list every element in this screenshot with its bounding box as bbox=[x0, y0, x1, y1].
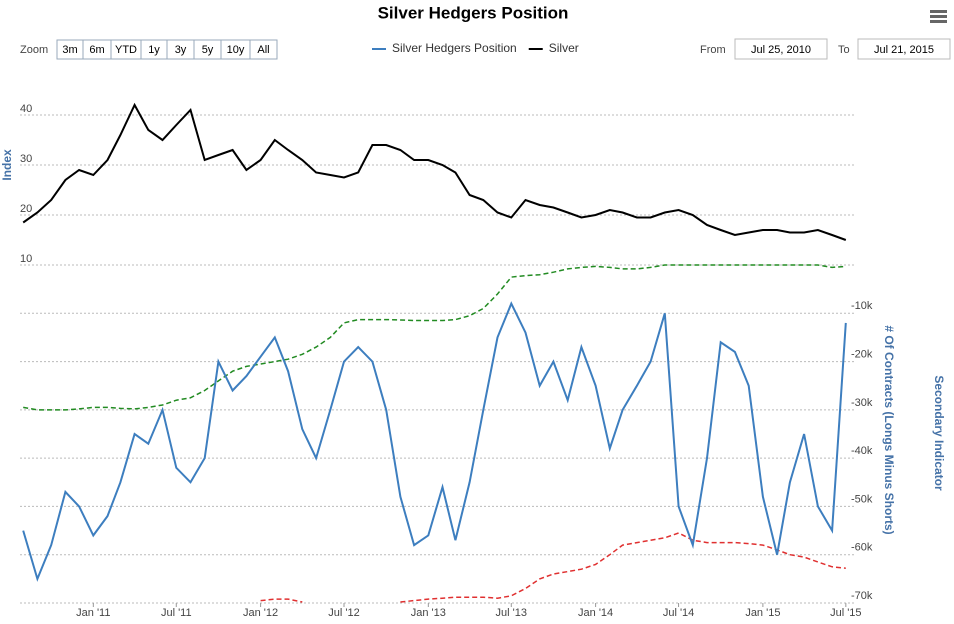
x-tick-label: Jan '13 bbox=[411, 607, 446, 619]
button-label[interactable]: 10y bbox=[227, 44, 245, 56]
button-label[interactable]: 6m bbox=[89, 44, 104, 56]
button-label[interactable]: 1y bbox=[148, 44, 160, 56]
y-tick-label: 20 bbox=[20, 203, 32, 215]
from-label: From bbox=[700, 44, 726, 56]
menu-bar[interactable] bbox=[930, 10, 947, 13]
series-line bbox=[23, 264, 846, 411]
y-tick-label: 30 bbox=[20, 153, 32, 165]
button-box[interactable] bbox=[249, 39, 278, 60]
to-input[interactable] bbox=[857, 38, 951, 60]
x-tick-label: Jul '11 bbox=[161, 607, 192, 619]
menu-bar[interactable] bbox=[930, 20, 947, 23]
button-label[interactable]: All bbox=[257, 44, 269, 56]
y2-tick-label: -40k bbox=[851, 445, 873, 457]
range-button[interactable]: 3m bbox=[56, 39, 84, 60]
series-line bbox=[260, 532, 846, 603]
zoom-label: Zoom bbox=[20, 44, 48, 56]
to-label: To bbox=[838, 44, 850, 56]
range-button[interactable]: 6m bbox=[82, 39, 112, 60]
button-label[interactable]: 3y bbox=[175, 44, 187, 56]
x-tick-label: Jan '12 bbox=[243, 607, 278, 619]
range-button[interactable]: YTD bbox=[110, 39, 142, 60]
series-line bbox=[22, 301, 847, 582]
button-label[interactable]: YTD bbox=[115, 44, 137, 56]
button-label[interactable]: 5y bbox=[202, 44, 214, 56]
menu-icon[interactable] bbox=[930, 10, 947, 23]
x-tick-label: Jan '15 bbox=[745, 607, 780, 619]
series-line bbox=[22, 102, 847, 241]
y-axis-title: Index bbox=[0, 149, 14, 181]
y2-tick-label: -20k bbox=[851, 348, 873, 360]
legend-label: Silver Hedgers Position bbox=[392, 41, 517, 55]
y2-tick-label: -70k bbox=[851, 590, 873, 602]
range-button[interactable]: 10y bbox=[220, 39, 251, 60]
to-value[interactable]: Jul 21, 2015 bbox=[874, 44, 934, 56]
x-tick-label: Jul '14 bbox=[663, 607, 694, 619]
x-tick-label: Jan '14 bbox=[578, 607, 613, 619]
x-tick-label: Jul '13 bbox=[496, 607, 527, 619]
y2-tick-label: -60k bbox=[851, 542, 873, 554]
y2-tick-label: -30k bbox=[851, 397, 873, 409]
y-tick-label: 40 bbox=[20, 103, 32, 115]
x-tick-label: Jan '11 bbox=[76, 607, 110, 619]
button-label[interactable]: 3m bbox=[62, 44, 77, 56]
y-tick-label: 10 bbox=[20, 253, 32, 265]
y2-axis-title: # Of Contracts (Longs Minus Shorts) bbox=[882, 325, 896, 534]
y2-tick-label: -50k bbox=[851, 493, 873, 505]
x-tick-label: Jul '15 bbox=[830, 607, 861, 619]
range-button[interactable]: All bbox=[249, 39, 278, 60]
range-button[interactable]: 3y bbox=[166, 39, 195, 60]
menu-bar[interactable] bbox=[930, 15, 947, 18]
range-button[interactable]: 1y bbox=[140, 39, 168, 60]
y2-tick-label: -10k bbox=[851, 300, 873, 312]
legend-label: Silver bbox=[549, 41, 579, 55]
range-button[interactable]: 5y bbox=[193, 39, 222, 60]
chart-title: Silver Hedgers Position bbox=[378, 3, 569, 22]
from-input[interactable] bbox=[734, 38, 828, 60]
y3-axis-title: Secondary Indicator bbox=[932, 375, 946, 491]
x-tick-label: Jul '12 bbox=[328, 607, 359, 619]
from-value[interactable]: Jul 25, 2010 bbox=[751, 44, 811, 56]
